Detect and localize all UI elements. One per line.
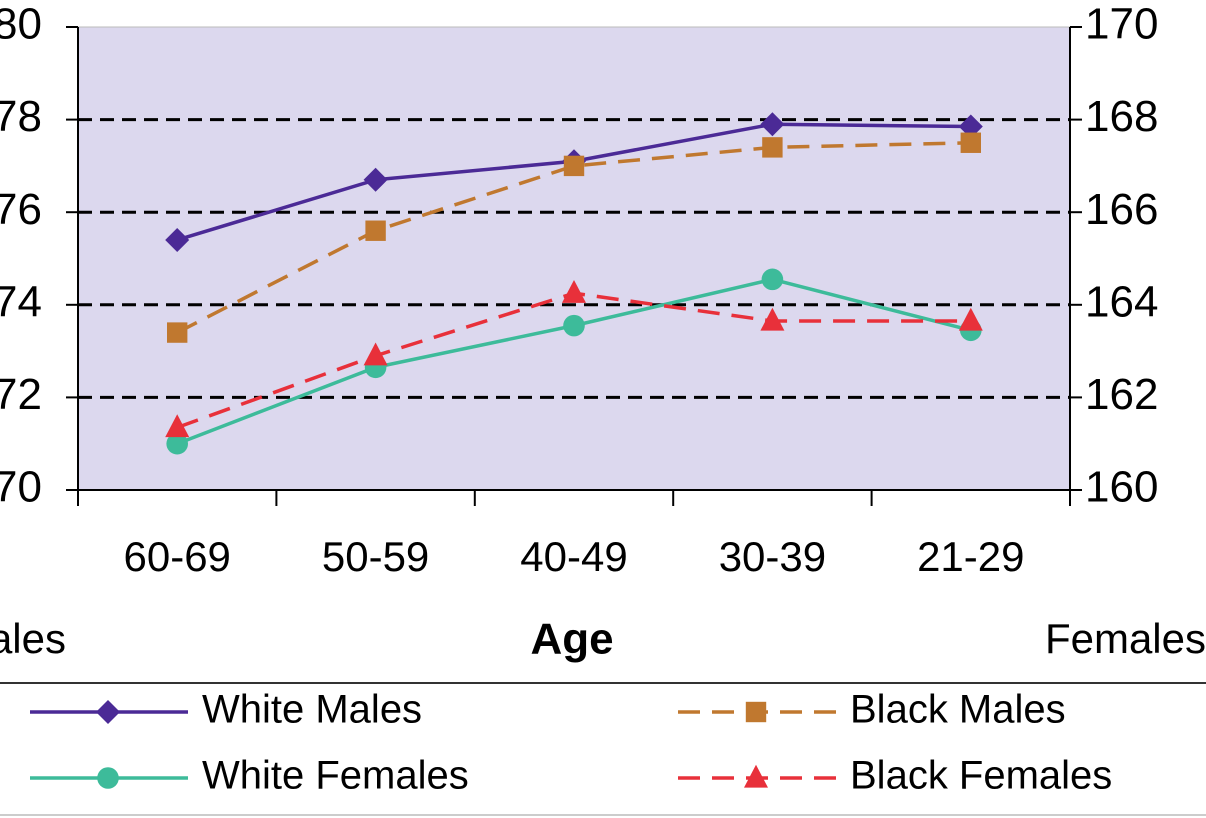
x-tick-label: 50-59: [322, 533, 429, 580]
marker: [363, 342, 388, 366]
marker: [958, 307, 983, 331]
left-axis-label: Males: [0, 615, 66, 662]
marker: [761, 268, 784, 291]
legend-label: Black Females: [850, 754, 1112, 798]
marker: [760, 112, 785, 137]
marker: [363, 167, 388, 192]
x-tick-label: 21-29: [917, 533, 1024, 580]
series-line: [176, 141, 971, 335]
legend-marker: [97, 767, 119, 789]
legend-marker: [745, 701, 767, 723]
y-tick-label: 174: [0, 277, 42, 326]
y2-tick-label: 160: [1085, 463, 1158, 512]
x-tick-label: 30-39: [719, 533, 826, 580]
right-axis-label: Females: [1045, 615, 1206, 662]
marker: [563, 155, 585, 177]
marker: [760, 307, 785, 331]
marker: [960, 132, 981, 153]
marker: [958, 114, 983, 139]
marker: [563, 314, 585, 337]
plot-area: [77, 26, 1071, 491]
marker: [166, 432, 188, 455]
marker: [365, 220, 386, 241]
marker: [562, 280, 586, 303]
y2-tick-label: 166: [1085, 185, 1158, 234]
x-tick-label: 60-69: [123, 533, 230, 580]
x-axis-label: Age: [530, 615, 613, 664]
legend-label: White Males: [202, 688, 422, 732]
marker: [167, 322, 188, 343]
y2-tick-label: 162: [1085, 370, 1158, 419]
y2-tick-label: 170: [1085, 0, 1158, 49]
y-tick-label: 178: [0, 92, 42, 141]
marker: [165, 414, 190, 438]
legend-label: White Females: [202, 754, 469, 798]
y-tick-label: 176: [0, 185, 42, 234]
legend-label: Black Males: [850, 688, 1066, 732]
y-tick-label: 172: [0, 370, 42, 419]
marker: [165, 227, 190, 252]
y2-tick-label: 164: [1085, 277, 1158, 326]
y2-tick-label: 168: [1085, 92, 1158, 141]
y-tick-label: 170: [0, 463, 42, 512]
y-tick-label: 180: [0, 0, 42, 49]
marker: [762, 137, 783, 158]
legend-marker: [744, 764, 768, 788]
legend-marker: [96, 700, 120, 724]
x-tick-label: 40-49: [520, 533, 627, 580]
